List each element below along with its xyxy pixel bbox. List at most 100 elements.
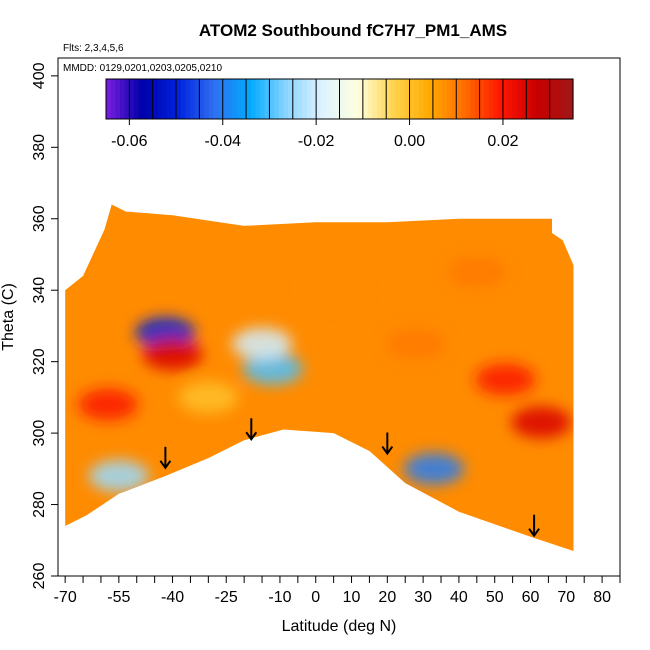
x-tick-label: 60	[522, 589, 540, 606]
colorbar-cell	[488, 79, 495, 119]
data-region-9	[475, 363, 536, 396]
x-tick-label: 80	[593, 589, 611, 606]
data-region-8	[385, 327, 446, 360]
colorbar-cell	[418, 79, 425, 119]
colorbar-cell	[334, 79, 341, 119]
colorbar-cell	[451, 79, 457, 119]
x-tick-label: 0	[311, 589, 320, 606]
colorbar-cell	[540, 79, 546, 119]
dates-note: MMDD: 0129,0201,0203,0205,0210	[63, 63, 222, 74]
colorbar-cell	[372, 79, 378, 119]
colorbar-cell	[344, 79, 350, 119]
x-tick-label: 10	[343, 589, 361, 606]
x-tick-label: -10	[268, 589, 291, 606]
colorbar-cell	[325, 79, 331, 119]
colorbar-cell	[521, 79, 527, 119]
y-tick-label: 360	[31, 205, 48, 232]
annotation-arrow-3	[381, 432, 394, 456]
colorbar-cell	[311, 79, 317, 119]
colorbar-cell	[404, 79, 411, 119]
colorbar-cell	[502, 79, 509, 119]
colorbar-cell	[432, 79, 439, 119]
colorbar-cell	[376, 79, 383, 119]
colorbar-cell	[120, 79, 126, 119]
colorbar-cell	[409, 79, 415, 119]
colorbar-cell	[180, 79, 186, 119]
colorbar-cell	[400, 79, 406, 119]
colorbar-cell	[381, 79, 387, 119]
y-tick-label: 260	[31, 563, 48, 590]
x-tick-label: -55	[107, 589, 130, 606]
colorbar-cell	[227, 79, 233, 119]
x-axis-label: Latitude (deg N)	[282, 618, 397, 635]
colorbar-cell	[199, 79, 205, 119]
y-tick-label: 400	[31, 62, 48, 89]
data-region-7	[403, 452, 464, 485]
colorbar-cell	[106, 79, 112, 119]
annotation-arrow-1	[159, 446, 172, 470]
x-tick-label: -70	[54, 589, 77, 606]
colorbar-cell	[568, 79, 574, 119]
colorbar-cell	[507, 79, 513, 119]
data-region-12	[178, 381, 239, 414]
colorbar-cell	[339, 79, 345, 119]
colorbar-cell	[302, 79, 308, 119]
data-region-3	[142, 338, 203, 371]
colorbar-cell	[330, 79, 336, 119]
y-axis: 260 280 300 320 340 360 380 400	[31, 62, 58, 589]
colorbar-cell	[129, 79, 135, 119]
x-tick-label: 50	[486, 589, 504, 606]
colorbar-cell	[190, 79, 196, 119]
colorbar-cell	[255, 79, 261, 119]
colorbar-cell	[316, 79, 322, 119]
colorbar-cell	[143, 79, 149, 119]
colorbar-cell	[250, 79, 257, 119]
colorbar-cell	[208, 79, 215, 119]
data-region-5	[242, 352, 303, 385]
colorbar-cell	[554, 79, 560, 119]
colorbar-cell	[185, 79, 191, 119]
colorbar-cell	[236, 79, 243, 119]
colorbar-cell	[362, 79, 369, 119]
colorbar-cell	[428, 79, 434, 119]
colorbar-cell	[456, 79, 462, 119]
data-region-1	[88, 459, 149, 492]
annotation-arrow-2	[245, 418, 258, 441]
colorbar-cell	[115, 79, 121, 119]
y-tick-label: 380	[31, 134, 48, 161]
colorbar-cell	[558, 79, 565, 119]
colorbar-cell	[386, 79, 392, 119]
colorbar-cell	[166, 79, 172, 119]
x-tick-label: 70	[557, 589, 575, 606]
colorbar-cell	[526, 79, 532, 119]
colorbar-cell	[306, 79, 313, 119]
colorbar-cell	[544, 79, 551, 119]
colorbar-cell	[516, 79, 523, 119]
colorbar-cell	[367, 79, 373, 119]
colorbar-cell	[246, 79, 252, 119]
colorbar-cell	[152, 79, 158, 119]
colorbar-cell	[162, 79, 168, 119]
colorbar-cell	[353, 79, 359, 119]
x-tick-label: 30	[414, 589, 432, 606]
colorbar-tick-label: -0.06	[111, 133, 148, 150]
colorbar-cell	[437, 79, 443, 119]
colorbar-tick-label: -0.04	[205, 133, 242, 150]
colorbar-cell	[470, 79, 476, 119]
colorbar-cell	[274, 79, 280, 119]
plot-frame	[57, 57, 621, 577]
colorbar-cell	[479, 79, 485, 119]
y-tick-label: 320	[31, 348, 48, 375]
colorbar: -0.06 -0.04 -0.02 0.00 0.02	[105, 78, 574, 150]
colorbar-cell	[358, 79, 364, 119]
annotation-arrow-4	[528, 514, 540, 538]
colorbar-cell	[148, 79, 154, 119]
data-field	[65, 204, 574, 551]
data-region-4	[78, 388, 139, 421]
colorbar-cell	[134, 79, 140, 119]
colorbar-cell	[563, 79, 569, 119]
x-tick-label: -40	[161, 589, 184, 606]
colorbar-cell	[222, 79, 229, 119]
colorbar-cell	[138, 79, 144, 119]
colorbar-cell	[493, 79, 499, 119]
